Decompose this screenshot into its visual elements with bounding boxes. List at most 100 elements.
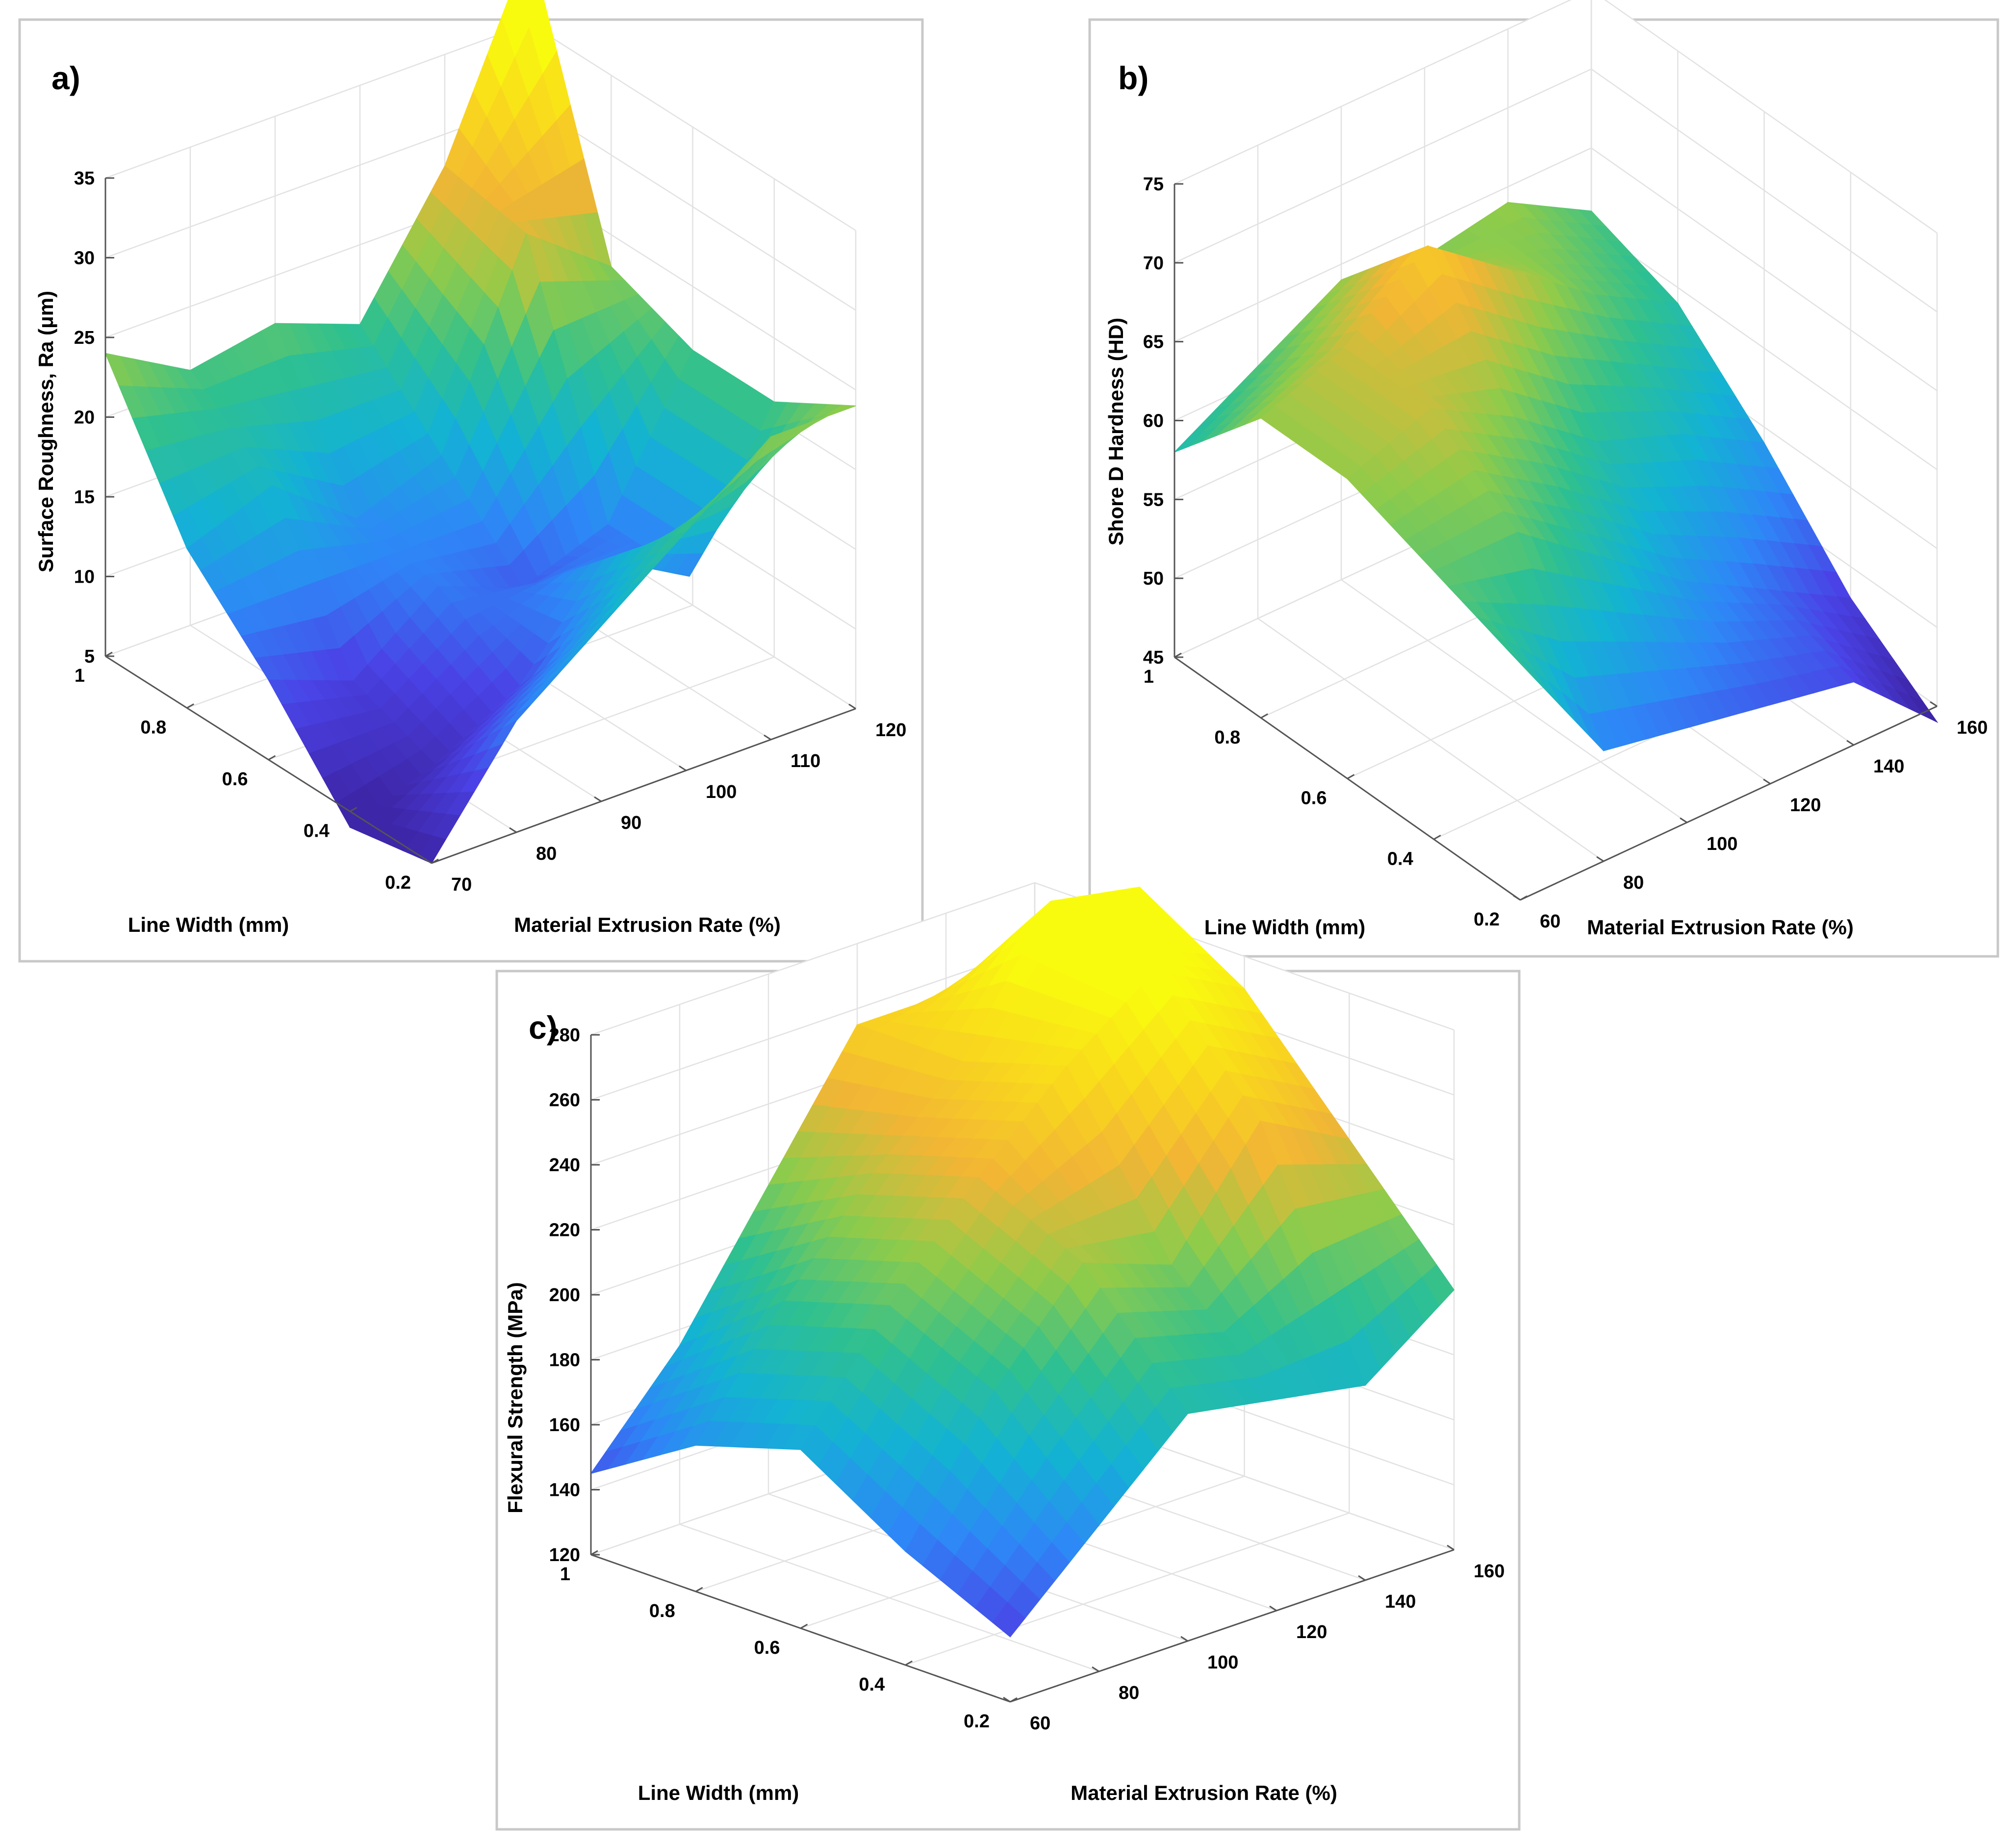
x-tick-label: 0.4 bbox=[859, 1674, 885, 1695]
z-tick-label: 10 bbox=[74, 567, 95, 588]
y-tick-label: 100 bbox=[1707, 834, 1737, 854]
x-tick-mark bbox=[1347, 774, 1355, 779]
y-tick-mark bbox=[1092, 1666, 1099, 1672]
z-tick-label: 120 bbox=[549, 1545, 580, 1565]
y-gridline bbox=[1257, 145, 1604, 862]
z-gridline bbox=[1174, 0, 1938, 234]
surface-patch bbox=[1506, 647, 1534, 678]
y-tick-label: 80 bbox=[1119, 1683, 1139, 1703]
x-tick-label: 0.4 bbox=[304, 821, 330, 842]
x-tick-label: 1 bbox=[1144, 667, 1154, 687]
z-tick-label: 180 bbox=[549, 1350, 580, 1371]
y-tick-mark bbox=[1763, 778, 1771, 785]
y-tick-mark bbox=[424, 858, 432, 864]
x-axis-label: Line Width (mm) bbox=[638, 1781, 799, 1804]
z-tick-label: 240 bbox=[549, 1155, 580, 1176]
x-tick-label: 0.2 bbox=[385, 872, 411, 893]
z-tick-label: 70 bbox=[1143, 253, 1164, 274]
surface-roughness-chart: a) 1 0.8 0.6 0.4 0.2 70 80 90 100 110 120 5 10 15 20 25… bbox=[34, 0, 906, 936]
z-tick-label: 35 bbox=[74, 168, 95, 189]
y-axis-line bbox=[431, 708, 856, 864]
y-tick-label: 120 bbox=[875, 720, 906, 741]
y-tick-label: 100 bbox=[706, 782, 737, 802]
x-tick-label: 0.4 bbox=[1387, 848, 1413, 869]
x-tick-label: 0.6 bbox=[1301, 788, 1327, 809]
y-tick-mark bbox=[764, 734, 771, 741]
z-tick-label: 15 bbox=[74, 487, 95, 508]
y-axis-line bbox=[1520, 705, 1938, 901]
x-tick-mark bbox=[350, 807, 357, 812]
y-tick-mark bbox=[1596, 856, 1604, 862]
y-tick-mark bbox=[1513, 895, 1521, 901]
y-tick-label: 140 bbox=[1385, 1591, 1416, 1612]
z-axis-label: Flexural Strength (MPa) bbox=[504, 1282, 527, 1513]
z-tick-label: 220 bbox=[549, 1220, 580, 1241]
y-tick-mark bbox=[1447, 1544, 1455, 1551]
x-tick-mark bbox=[431, 858, 439, 864]
flexural-strength-chart: c) 1 0.8 0.6 0.4 0.2 60 80 100 120 140 160 120 140 16… bbox=[504, 882, 1505, 1804]
x-tick-mark bbox=[695, 1587, 703, 1592]
z-tick-label: 140 bbox=[549, 1480, 580, 1501]
y-tick-label: 120 bbox=[1790, 795, 1821, 816]
x-tick-label: 0.6 bbox=[754, 1638, 780, 1658]
x-tick-label: 0.6 bbox=[222, 769, 248, 790]
y-tick-label: 100 bbox=[1207, 1652, 1238, 1673]
z-tick-label: 75 bbox=[1143, 174, 1164, 195]
y-tick-mark bbox=[1846, 740, 1854, 746]
y-tick-mark bbox=[1269, 1605, 1277, 1612]
z-tick-label: 200 bbox=[549, 1285, 580, 1306]
x-tick-mark bbox=[1433, 834, 1441, 840]
shore-hardness-chart: b) 1 0.8 0.6 0.4 0.2 60 80 100 120 140 160 45 50 55 60… bbox=[1104, 0, 1988, 939]
y-tick-label: 160 bbox=[1474, 1561, 1505, 1582]
z-tick-label: 5 bbox=[84, 646, 95, 667]
z-tick-label: 50 bbox=[1143, 568, 1164, 589]
x-tick-mark bbox=[268, 755, 276, 761]
x-tick-label: 1 bbox=[75, 666, 85, 686]
x-axis-label: Line Width (mm) bbox=[128, 913, 289, 936]
z-tick-label: 65 bbox=[1143, 332, 1164, 353]
y-gridline bbox=[1340, 106, 1687, 823]
z-tick-label: 25 bbox=[74, 328, 95, 348]
y-tick-label: 140 bbox=[1873, 756, 1904, 777]
x-tick-label: 0.8 bbox=[1214, 727, 1240, 748]
y-tick-label: 110 bbox=[791, 751, 820, 771]
x-tick-mark bbox=[1260, 713, 1268, 719]
surface-patch bbox=[992, 1602, 1026, 1638]
x-tick-mark bbox=[186, 703, 194, 709]
z-tick-label: 260 bbox=[549, 1090, 580, 1111]
panel-a-label: a) bbox=[51, 60, 80, 96]
y-axis-label: Material Extrusion Rate (%) bbox=[1587, 916, 1854, 939]
panel-c-label: c) bbox=[529, 1009, 558, 1046]
y-tick-mark bbox=[1358, 1575, 1366, 1581]
z-tick-label: 55 bbox=[1143, 489, 1164, 510]
x-tick-mark bbox=[1520, 895, 1528, 901]
x-tick-label: 0.2 bbox=[964, 1711, 990, 1732]
z-tick-label: 280 bbox=[549, 1025, 580, 1046]
y-axis-line bbox=[1010, 1549, 1455, 1703]
x-tick-label: 1 bbox=[560, 1564, 570, 1585]
x-tick-mark bbox=[1010, 1697, 1018, 1703]
y-tick-label: 120 bbox=[1296, 1622, 1327, 1642]
x-tick-mark bbox=[905, 1660, 913, 1666]
y-tick-mark bbox=[1180, 1636, 1188, 1642]
panel-b-label: b) bbox=[1118, 60, 1148, 96]
y-tick-label: 70 bbox=[451, 874, 472, 895]
x-axis-label: Line Width (mm) bbox=[1204, 916, 1366, 939]
z-tick-label: 60 bbox=[1143, 411, 1164, 432]
z-tick-label: 30 bbox=[74, 248, 95, 269]
y-tick-mark bbox=[679, 765, 687, 771]
y-tick-label: 160 bbox=[1957, 718, 1988, 738]
y-tick-mark bbox=[1680, 817, 1687, 823]
y-tick-label: 60 bbox=[1030, 1713, 1050, 1734]
x-tick-label: 0.8 bbox=[140, 718, 166, 738]
z-axis-label: Surface Roughness, Ra (μm) bbox=[34, 291, 57, 572]
y-tick-label: 80 bbox=[536, 844, 557, 864]
panel-a-frame bbox=[18, 18, 924, 963]
y-axis-label: Material Extrusion Rate (%) bbox=[1071, 1781, 1337, 1804]
y-axis-label: Material Extrusion Rate (%) bbox=[514, 913, 781, 936]
y-gridline bbox=[679, 1004, 1099, 1672]
z-tick-label: 45 bbox=[1143, 647, 1164, 668]
z-axis-label: Shore D Hardness (HD) bbox=[1104, 318, 1127, 545]
x-tick-label: 0.8 bbox=[649, 1601, 675, 1621]
